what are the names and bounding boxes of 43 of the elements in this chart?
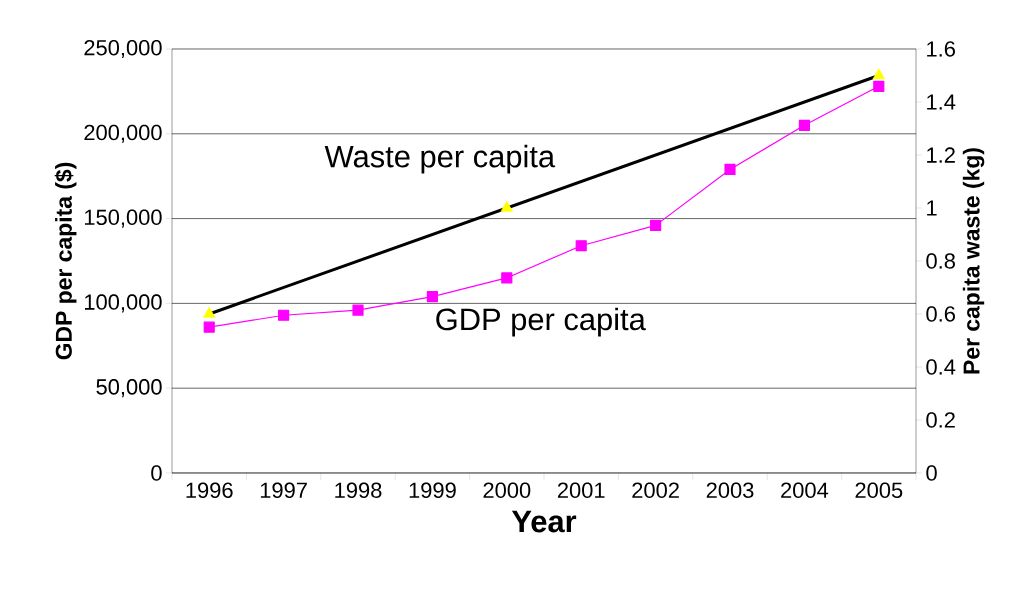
y2-tick-label: 0.6 [926, 306, 955, 322]
y2-tick-label: 0.8 [926, 253, 955, 269]
annotation: Waste per capita [324, 144, 556, 174]
y2-axis-title: Per capita waste (kg) [962, 148, 985, 374]
x-tick-label: 2002 [632, 482, 679, 499]
y-tick-label: 200,000 [84, 124, 162, 143]
point [352, 304, 364, 316]
point [202, 306, 216, 318]
x-tick-label: 1996 [186, 482, 233, 499]
y-tick-label: 0 [151, 465, 162, 481]
x-tick-label: 2001 [557, 482, 605, 499]
y2-tick-label: 1.2 [927, 147, 955, 163]
point [426, 291, 438, 303]
y2-tick-label: 0.2 [926, 412, 955, 428]
x-tick-label: 1999 [409, 482, 456, 499]
y-tick-label: 250,000 [84, 39, 162, 59]
point [278, 309, 290, 321]
annotation: GDP per capita [436, 307, 646, 337]
x-tick-label: 1998 [335, 482, 382, 499]
y-tick-label: 100,000 [85, 294, 162, 313]
y2-tick-label: 1 [927, 200, 937, 216]
y2-tick-label: 1.6 [927, 41, 955, 57]
x-tick-label: 1997 [260, 482, 307, 499]
x-axis-title: Year [511, 510, 577, 533]
point [798, 119, 810, 131]
x-tick-label: 2004 [781, 482, 829, 499]
x-tick-label: 2000 [483, 482, 531, 499]
y2-tick-label: 0.4 [926, 359, 956, 375]
y2-tick-label: 0 [926, 465, 937, 481]
y2-tick-label: 1.4 [927, 94, 956, 110]
y-tick-label: 150,000 [85, 209, 162, 228]
y-axis-title: GDP per capita ($) [54, 162, 77, 360]
point [501, 272, 513, 284]
point [873, 80, 885, 92]
x-tick-label: 2003 [706, 482, 754, 499]
point [203, 321, 215, 333]
point [650, 219, 662, 231]
x-tick-label: 2005 [855, 482, 903, 499]
point [872, 68, 886, 80]
point [724, 163, 736, 175]
y-tick-label: 50,000 [96, 379, 162, 398]
point [575, 240, 587, 252]
point [500, 200, 514, 212]
